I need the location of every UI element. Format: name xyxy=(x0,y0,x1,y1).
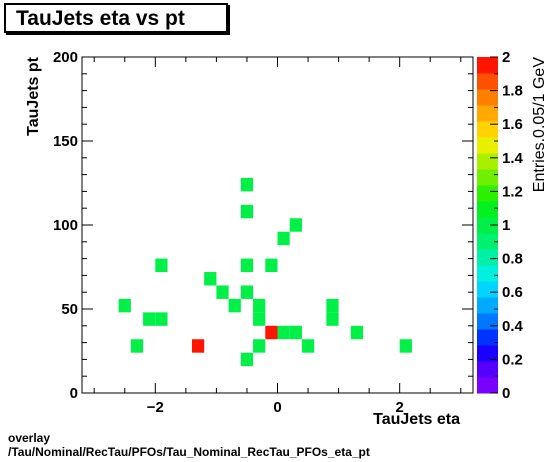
palette-segment xyxy=(477,377,498,394)
heatmap-cell xyxy=(155,258,168,273)
palette-segment xyxy=(477,137,498,154)
heatmap-cell xyxy=(326,298,339,313)
palette-segment xyxy=(477,233,498,250)
palette-tick-label: 1.8 xyxy=(502,83,523,100)
palette-tick-label: 1 xyxy=(502,217,510,234)
palette-segment xyxy=(477,281,498,298)
heatmap-cell xyxy=(399,339,412,353)
heatmap-cell xyxy=(326,312,339,326)
palette-tick-label: 0.8 xyxy=(502,251,523,268)
x-axis-title: TauJets eta xyxy=(373,411,460,428)
y-axis-title: TauJets pt xyxy=(25,56,42,136)
heatmap-cell xyxy=(253,339,266,353)
heatmap-cell xyxy=(277,325,290,340)
palette-segment xyxy=(477,265,498,282)
palette-tick-label: 1.6 xyxy=(502,116,523,133)
y-tick-label: 100 xyxy=(53,217,78,234)
heatmap-cell xyxy=(277,231,290,246)
heatmap-cell xyxy=(350,325,364,340)
heatmap-cell xyxy=(253,312,266,326)
heatmap-cell xyxy=(143,312,156,326)
palette-segment xyxy=(477,217,498,234)
palette-segment xyxy=(477,153,498,170)
palette-tick-label: 1.4 xyxy=(502,150,524,167)
palette-tick-label: 2 xyxy=(502,49,510,66)
palette-segment xyxy=(477,329,498,346)
footer-path-label: /Tau/Nominal/RecTau/PFOs/Tau_Nominal_Rec… xyxy=(8,445,370,459)
heatmap-cell xyxy=(265,325,278,340)
palette-segment xyxy=(477,249,498,266)
palette-tick-label: 0.6 xyxy=(502,284,523,301)
heatmap-cell xyxy=(240,352,254,367)
palette-segment xyxy=(477,105,498,122)
heatmap-cell xyxy=(240,204,254,219)
heatmap-cell xyxy=(204,272,217,286)
palette-segment xyxy=(477,313,498,330)
heatmap-cell xyxy=(191,339,205,353)
palette-segment xyxy=(477,121,498,138)
title-box: TauJets eta vs pt xyxy=(4,3,228,33)
palette-segment xyxy=(477,297,498,314)
heatmap-cell xyxy=(216,285,229,299)
heatmap-cell xyxy=(240,177,254,192)
heatmap-cell xyxy=(228,298,241,313)
chart-title: TauJets eta vs pt xyxy=(16,7,185,30)
heatmap-cell xyxy=(289,325,302,340)
y-tick-label: 50 xyxy=(61,301,78,318)
z-axis-title: Entries.0.05/1 GeV xyxy=(531,57,546,193)
x-tick-label: 2 xyxy=(396,399,404,416)
heatmap-cell xyxy=(301,339,315,353)
heatmap-cell xyxy=(265,258,278,273)
palette-segment xyxy=(477,201,498,218)
heatmap-cell xyxy=(240,285,254,299)
heatmap-cell xyxy=(130,339,144,353)
heatmap-cell xyxy=(253,298,266,313)
palette-segment xyxy=(477,57,498,74)
palette-segment xyxy=(477,345,498,362)
heatmap-cell xyxy=(240,258,254,273)
palette-segment xyxy=(477,185,498,202)
y-tick-label: 0 xyxy=(70,385,78,402)
palette-segment xyxy=(477,73,498,90)
x-tick-label: −2 xyxy=(147,399,164,416)
heatmap-cell xyxy=(155,312,168,326)
palette-segment xyxy=(477,169,498,186)
footer-overlay-label: overlay xyxy=(8,431,51,445)
palette-tick-label: 0.2 xyxy=(502,351,523,368)
palette-tick-label: 0.4 xyxy=(502,318,524,335)
palette-tick-label: 1.2 xyxy=(502,183,523,200)
x-tick-label: 0 xyxy=(273,399,281,416)
palette-tick-label: 0 xyxy=(502,385,510,402)
heatmap-cell xyxy=(289,218,302,232)
heatmap-cell xyxy=(118,298,131,313)
y-tick-label: 150 xyxy=(53,133,78,150)
palette-segment xyxy=(477,89,498,106)
palette-segment xyxy=(477,361,498,378)
y-tick-label: 200 xyxy=(53,49,78,66)
